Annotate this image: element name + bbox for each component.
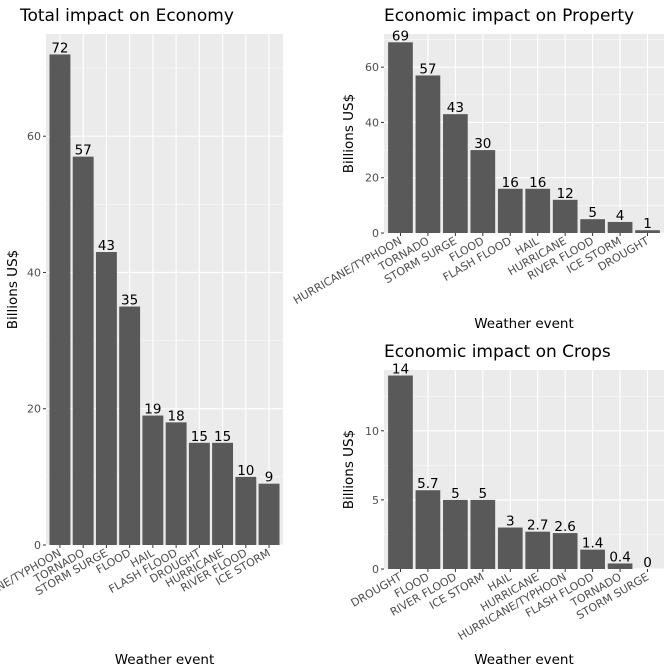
bar-flash-flood xyxy=(580,549,605,569)
y-axis-title: Billions US$ xyxy=(5,250,21,329)
total-economy-chart: 020406072HURRICANE/TYPHOON57TORNADO43STO… xyxy=(0,6,283,668)
bar-river-flood xyxy=(580,219,605,233)
data-label-hurricane-typhoon: 72 xyxy=(51,40,68,56)
chart-title: Economic impact on Crops xyxy=(384,342,611,362)
data-label-flood: 30 xyxy=(474,136,491,152)
bar-river-flood xyxy=(235,476,257,545)
data-label-river-flood: 5 xyxy=(451,486,460,502)
data-label-tornado: 57 xyxy=(419,61,436,77)
bar-hail xyxy=(142,415,164,545)
bar-hurricane xyxy=(525,531,551,569)
data-label-storm-surge: 0 xyxy=(643,555,652,571)
y-tick-label: 5 xyxy=(372,494,379,507)
x-axis-title: Weather event xyxy=(474,652,574,668)
bar-tornado xyxy=(415,75,441,233)
bar-storm-surge xyxy=(95,252,117,545)
bar-hail xyxy=(525,188,551,233)
x-axis-title: Weather event xyxy=(115,652,215,668)
bar-flood xyxy=(415,490,441,569)
data-label-flash-flood: 1.4 xyxy=(582,536,603,552)
bar-drought xyxy=(388,375,413,569)
data-label-hail: 16 xyxy=(529,175,546,191)
data-label-hail: 3 xyxy=(506,514,515,530)
data-label-flood: 35 xyxy=(121,293,138,309)
bar-ice-storm xyxy=(607,221,633,233)
data-label-hurricane-typhoon: 2.6 xyxy=(554,519,575,535)
data-label-tornado: 57 xyxy=(75,143,92,159)
data-label-drought: 14 xyxy=(392,362,409,378)
data-label-storm-surge: 43 xyxy=(447,100,464,116)
bar-hurricane-typhoon xyxy=(552,533,578,569)
bar-flood xyxy=(119,306,141,545)
y-tick-label: 60 xyxy=(365,61,379,74)
y-tick-label: 60 xyxy=(27,130,41,143)
data-label-drought: 15 xyxy=(191,429,208,445)
x-axis-title: Weather event xyxy=(474,316,574,332)
bar-tornado xyxy=(607,563,633,569)
bar-hurricane-typhoon xyxy=(49,54,71,545)
data-label-hurricane: 15 xyxy=(214,429,231,445)
data-label-hurricane-typhoon: 69 xyxy=(392,28,409,44)
chart-title: Total impact on Economy xyxy=(19,6,234,26)
bar-flash-flood xyxy=(497,188,523,233)
y-tick-label: 10 xyxy=(365,425,379,438)
data-label-storm-surge: 43 xyxy=(98,238,115,254)
y-tick-label: 0 xyxy=(372,227,379,240)
data-label-ice-storm: 5 xyxy=(479,486,488,502)
data-label-drought: 1 xyxy=(643,216,652,232)
y-tick-label: 0 xyxy=(372,563,379,576)
bar-flash-flood xyxy=(165,422,187,545)
chart-title: Economic impact on Property xyxy=(384,6,634,26)
data-label-flash-flood: 18 xyxy=(168,408,185,424)
data-label-flash-flood: 16 xyxy=(502,175,519,191)
data-label-tornado: 0.4 xyxy=(609,549,630,565)
bar-drought xyxy=(635,230,660,233)
y-tick-label: 40 xyxy=(365,116,379,129)
bar-flood xyxy=(470,150,496,233)
data-label-ice-storm: 4 xyxy=(616,208,625,224)
property-impact-chart: 020406069HURRICANE/TYPHOON57TORNADO43STO… xyxy=(291,6,664,332)
data-label-ice-storm: 9 xyxy=(265,470,274,486)
bar-hurricane xyxy=(212,442,234,545)
data-label-hurricane: 2.7 xyxy=(527,518,548,534)
bar-drought xyxy=(188,442,210,545)
bar-hurricane-typhoon xyxy=(388,42,413,233)
data-label-flood: 5.7 xyxy=(417,476,438,492)
y-tick-label: 40 xyxy=(27,266,41,279)
y-axis-title: Billions US$ xyxy=(341,94,357,173)
data-label-river-flood: 5 xyxy=(588,205,597,221)
bar-hail xyxy=(497,527,523,569)
data-label-hail: 19 xyxy=(144,402,161,418)
bar-storm-surge xyxy=(443,114,468,233)
bar-ice-storm xyxy=(470,499,496,569)
bar-river-flood xyxy=(443,499,468,569)
y-tick-label: 20 xyxy=(27,403,41,416)
data-label-hurricane: 12 xyxy=(557,186,574,202)
bar-ice-storm xyxy=(258,483,280,545)
bar-tornado xyxy=(72,156,94,545)
y-tick-label: 0 xyxy=(34,539,41,552)
y-tick-label: 20 xyxy=(365,172,379,185)
bar-hurricane xyxy=(552,199,578,233)
y-axis-title: Billions US$ xyxy=(341,430,357,509)
data-label-river-flood: 10 xyxy=(237,463,254,479)
